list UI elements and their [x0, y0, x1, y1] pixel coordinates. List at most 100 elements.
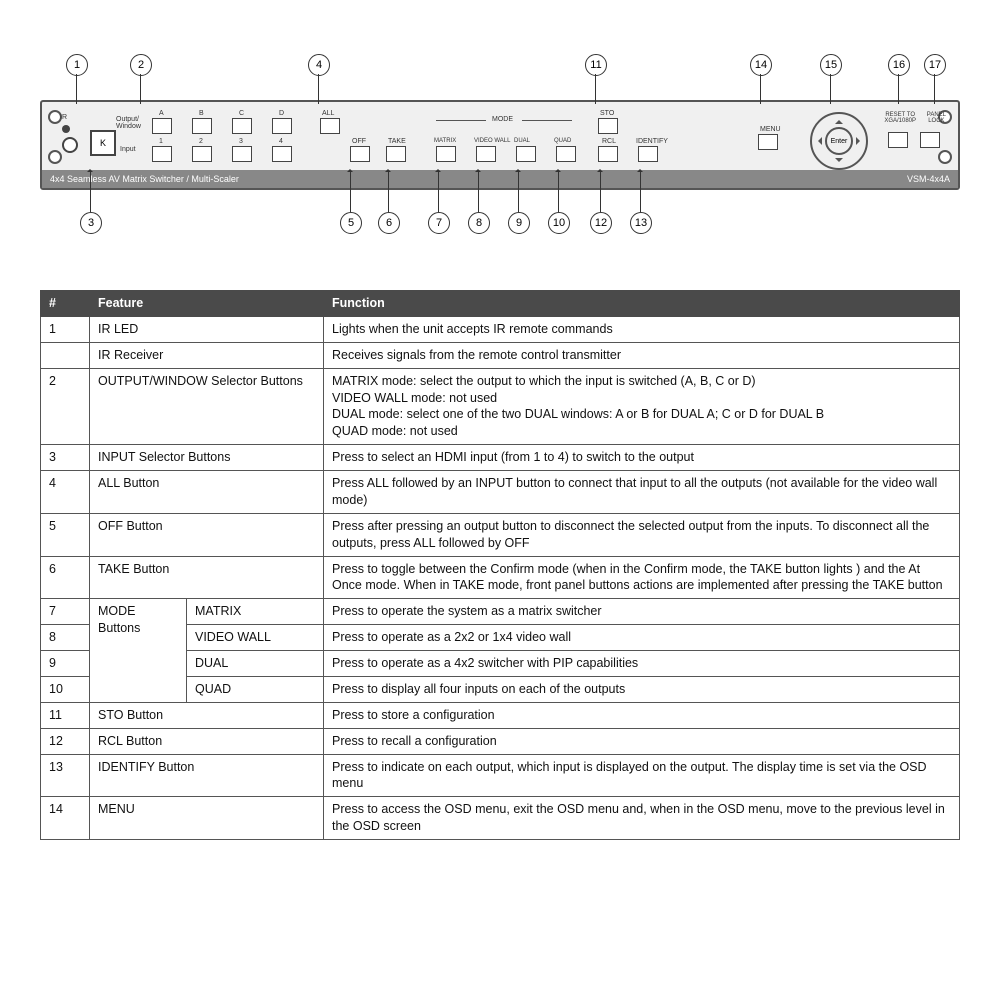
output-window-label: Output/ Window	[116, 116, 141, 130]
th-num: #	[41, 291, 90, 317]
cell-num: 9	[41, 651, 90, 677]
lock-label: PANEL LOCK	[927, 112, 946, 124]
off-label: OFF	[352, 138, 366, 145]
callout-8: 8	[468, 212, 490, 234]
cell-function: Press to operate the system as a matrix …	[324, 599, 960, 625]
table-row: 14MENUPress to access the OSD menu, exit…	[41, 797, 960, 840]
table-row: 4ALL ButtonPress ALL followed by an INPU…	[41, 471, 960, 514]
rcl-label: RCL	[602, 138, 616, 145]
input-button-4[interactable]	[272, 146, 292, 162]
cell-num: 11	[41, 702, 90, 728]
callout-17: 17	[924, 54, 946, 76]
cell-num: 14	[41, 797, 90, 840]
input-button-2[interactable]	[192, 146, 212, 162]
menu-label: MENU	[760, 126, 781, 133]
output-button-C[interactable]	[232, 118, 252, 134]
callout-5: 5	[340, 212, 362, 234]
cell-function: Press to recall a configuration	[324, 728, 960, 754]
th-function: Function	[324, 291, 960, 317]
callout-12: 12	[590, 212, 612, 234]
cell-num: 7	[41, 599, 90, 625]
reset-button[interactable]	[888, 132, 908, 148]
off-button[interactable]	[350, 146, 370, 162]
all-label: ALL	[322, 110, 334, 117]
in-label-3: 3	[239, 138, 243, 145]
cell-num	[41, 342, 90, 368]
table-row: 1IR LEDLights when the unit accepts IR r…	[41, 316, 960, 342]
cell-function: Press after pressing an output button to…	[324, 513, 960, 556]
mode-button-video-wall[interactable]	[476, 146, 496, 162]
all-button[interactable]	[320, 118, 340, 134]
cell-feature: MENU	[90, 797, 324, 840]
cell-function: Press to store a configuration	[324, 702, 960, 728]
output-button-B[interactable]	[192, 118, 212, 134]
table-row: 2OUTPUT/WINDOW Selector ButtonsMATRIX mo…	[41, 368, 960, 445]
cell-function: MATRIX mode: select the output to which …	[324, 368, 960, 445]
th-feature: Feature	[90, 291, 324, 317]
cell-num: 12	[41, 728, 90, 754]
mode-label-0: MATRIX	[434, 138, 456, 144]
identify-button[interactable]	[638, 146, 658, 162]
mode-button-matrix[interactable]	[436, 146, 456, 162]
cell-feature: OFF Button	[90, 513, 324, 556]
cell-num: 2	[41, 368, 90, 445]
cell-function: Press ALL followed by an INPUT button to…	[324, 471, 960, 514]
enter-button[interactable]: Enter	[825, 127, 853, 155]
cell-feature: ALL Button	[90, 471, 324, 514]
callout-4: 4	[308, 54, 330, 76]
device-strip: 4x4 Seamless AV Matrix Switcher / Multi-…	[42, 170, 958, 188]
cell-feature: STO Button	[90, 702, 324, 728]
sto-label: STO	[600, 110, 614, 117]
cell-num: 13	[41, 754, 90, 797]
callout-15: 15	[820, 54, 842, 76]
cell-function: Press to operate as a 4x2 switcher with …	[324, 651, 960, 677]
spec-table: # Feature Function 1IR LEDLights when th…	[40, 290, 960, 840]
cell-feature-sub: DUAL	[187, 651, 324, 677]
callout-6: 6	[378, 212, 400, 234]
take-label: TAKE	[388, 138, 406, 145]
cell-num: 1	[41, 316, 90, 342]
rcl-button[interactable]	[598, 146, 618, 162]
mode-label: MODE	[492, 116, 513, 123]
in-label-4: 4	[279, 138, 283, 145]
mode-button-dual[interactable]	[516, 146, 536, 162]
cell-feature-sub: MATRIX	[187, 599, 324, 625]
cell-num: 10	[41, 676, 90, 702]
table-row: 11STO ButtonPress to store a configurati…	[41, 702, 960, 728]
callout-13: 13	[630, 212, 652, 234]
input-button-3[interactable]	[232, 146, 252, 162]
cell-num: 8	[41, 625, 90, 651]
callout-9: 9	[508, 212, 530, 234]
output-button-D[interactable]	[272, 118, 292, 134]
table-row: 3INPUT Selector ButtonsPress to select a…	[41, 445, 960, 471]
ir-label: IR	[60, 114, 78, 121]
strip-left: 4x4 Seamless AV Matrix Switcher / Multi-…	[50, 174, 239, 184]
input-button-1[interactable]	[152, 146, 172, 162]
callout-14: 14	[750, 54, 772, 76]
cell-function: Press to display all four inputs on each…	[324, 676, 960, 702]
nav-wheel[interactable]: Enter	[810, 112, 868, 170]
cell-feature: IR Receiver	[90, 342, 324, 368]
table-row: 6TAKE ButtonPress to toggle between the …	[41, 556, 960, 599]
output-button-A[interactable]	[152, 118, 172, 134]
strip-right: VSM-4x4A	[907, 174, 950, 184]
callout-11: 11	[585, 54, 607, 76]
callout-1: 1	[66, 54, 88, 76]
callout-7: 7	[428, 212, 450, 234]
cell-num: 3	[41, 445, 90, 471]
cell-num: 6	[41, 556, 90, 599]
cell-feature: IDENTIFY Button	[90, 754, 324, 797]
mode-button-quad[interactable]	[556, 146, 576, 162]
cell-num: 5	[41, 513, 90, 556]
callout-2: 2	[130, 54, 152, 76]
cell-feature: RCL Button	[90, 728, 324, 754]
sto-button[interactable]	[598, 118, 618, 134]
cell-function: Press to indicate on each output, which …	[324, 754, 960, 797]
take-button[interactable]	[386, 146, 406, 162]
cell-feature: TAKE Button	[90, 556, 324, 599]
menu-button[interactable]	[758, 134, 778, 150]
cell-function: Lights when the unit accepts IR remote c…	[324, 316, 960, 342]
cell-function: Press to operate as a 2x2 or 1x4 video w…	[324, 625, 960, 651]
lock-button[interactable]	[920, 132, 940, 148]
cell-function: Press to access the OSD menu, exit the O…	[324, 797, 960, 840]
